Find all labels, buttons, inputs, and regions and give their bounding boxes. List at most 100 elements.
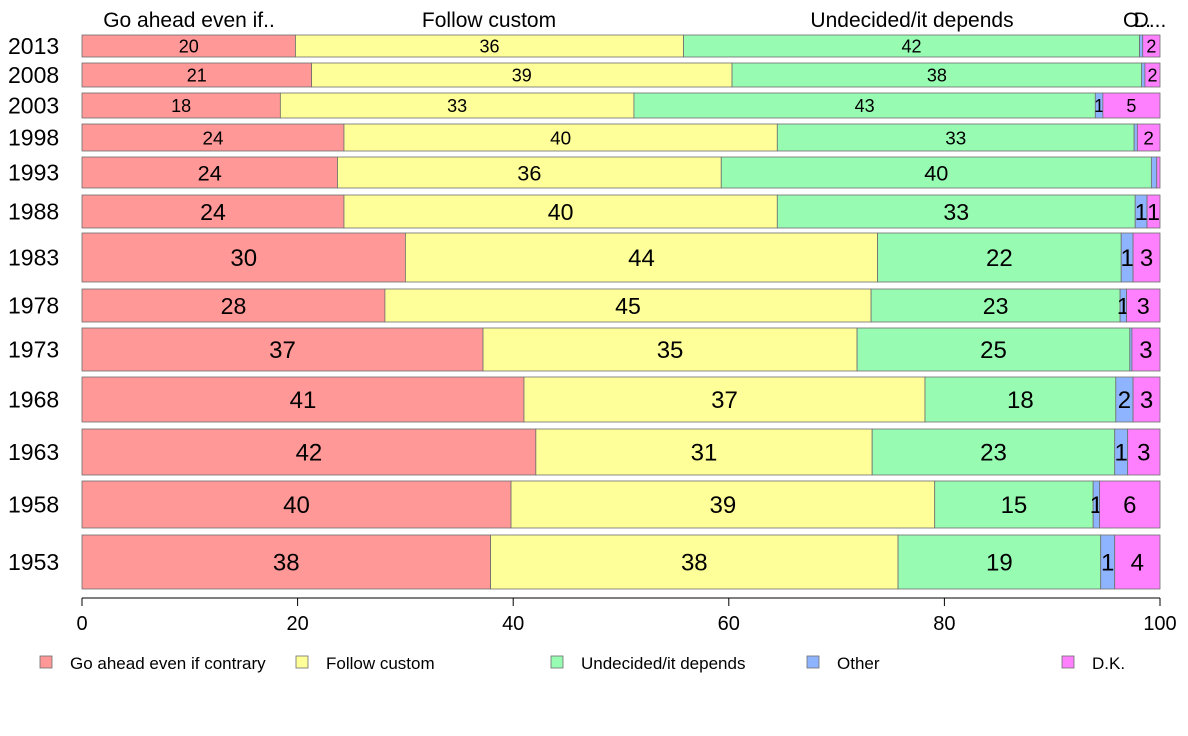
data-label: 19	[986, 550, 1013, 577]
data-label: 21	[187, 65, 207, 85]
category-label: 1963	[8, 439, 59, 465]
data-label: 1	[1115, 440, 1128, 467]
data-label: 23	[980, 440, 1007, 467]
legend-label: Go ahead even if contrary	[70, 654, 266, 673]
bar-segment-other	[1150, 156, 1158, 189]
bar-segment-go-ahead-even-if-contrary	[81, 232, 406, 283]
data-label: 2	[1143, 128, 1154, 149]
category-label: 1988	[8, 199, 59, 225]
data-label: 40	[548, 199, 574, 225]
bar-segment-undecided-it-depends	[877, 232, 1122, 283]
bar-segment-go-ahead-even-if-contrary	[81, 534, 491, 590]
data-label: 22	[986, 245, 1013, 272]
category-label: 1993	[8, 160, 59, 186]
data-label: 24	[200, 199, 226, 225]
data-label: 36	[517, 160, 541, 185]
bar-segment-follow-custom	[404, 232, 878, 283]
data-label: 4	[1131, 550, 1144, 577]
bar-segment-go-ahead-even-if-contrary	[81, 428, 537, 476]
data-label: 37	[711, 387, 738, 414]
legend-label: Follow custom	[326, 654, 435, 673]
category-label: 1973	[8, 337, 59, 363]
bar-segment-follow-custom	[279, 92, 635, 119]
bar-row-1983: 1983 30 44 22 1 3	[8, 232, 1161, 283]
data-label: 30	[230, 245, 257, 272]
data-label: 24	[202, 128, 223, 149]
legend-swatch	[550, 655, 564, 669]
bar-segment-follow-custom	[343, 123, 778, 152]
bar-segment-follow-custom	[535, 428, 873, 476]
bar-row-2003: 2003 18 33 43 1 5	[8, 92, 1161, 119]
top-column-labels: Go ahead even if.. Follow custom Undecided…	[103, 9, 1166, 32]
data-label: 3	[1139, 337, 1152, 364]
bar-segment-follow-custom	[482, 327, 858, 372]
data-label: 15	[1001, 492, 1028, 519]
bar-segment-undecided-it-depends	[633, 92, 1096, 119]
bar-segment-d-k-	[1132, 376, 1161, 423]
bar-segment-d-k-	[1099, 480, 1161, 529]
legend-label: D.K.	[1092, 654, 1125, 673]
bar-segment-undecided-it-depends	[731, 62, 1143, 88]
bar-row-1993: 1993 24 36 40	[8, 156, 1161, 189]
data-label: 31	[691, 440, 718, 467]
bar-segment-go-ahead-even-if-contrary	[81, 123, 345, 152]
data-label: 1	[1101, 550, 1114, 577]
bar-segment-undecided-it-depends	[897, 534, 1102, 590]
data-label: 24	[198, 160, 222, 185]
bar-segment-d-k-	[1131, 327, 1161, 372]
data-label: 38	[273, 550, 300, 577]
bar-segment-d-k-	[1127, 428, 1161, 476]
bar-segment-d-k-	[1156, 156, 1161, 189]
x-tick-label: 0	[76, 613, 87, 635]
bar-segment-undecided-it-depends	[856, 327, 1131, 372]
top-label-2: Undecided/it depends	[810, 9, 1013, 32]
bar-row-2008: 2008 21 39 38 2	[8, 62, 1161, 88]
data-label: 3	[1137, 440, 1150, 467]
top-label-1: Follow custom	[422, 9, 556, 32]
category-label: 1978	[8, 293, 59, 319]
category-label: 1968	[8, 387, 59, 413]
bar-segment-d-k-	[1126, 288, 1161, 323]
x-axis: 0 20 40 60 80 100	[76, 597, 1177, 635]
legend-swatch	[295, 655, 309, 669]
category-label: 2008	[8, 62, 59, 88]
x-tick-label: 100	[1143, 613, 1176, 635]
legend-swatch	[39, 655, 53, 669]
bar-segment-follow-custom	[343, 194, 778, 229]
bar-segment-d-k-	[1146, 194, 1161, 229]
category-label: 2003	[8, 93, 59, 119]
bar-segment-undecided-it-depends	[924, 376, 1117, 423]
data-label: 1	[1135, 199, 1148, 225]
bar-segment-d-k-	[1144, 62, 1161, 88]
data-label: 38	[927, 65, 947, 85]
category-label: 1958	[8, 492, 59, 518]
bar-segment-undecided-it-depends	[776, 123, 1135, 152]
bar-segment-go-ahead-even-if-contrary	[81, 92, 281, 119]
bar-segment-follow-custom	[523, 376, 926, 423]
legend-label: Other	[837, 654, 880, 673]
data-label: 1	[1094, 96, 1104, 116]
bar-segment-go-ahead-even-if-contrary	[81, 62, 313, 88]
bar-segment-follow-custom	[510, 480, 936, 529]
data-label: 23	[983, 293, 1009, 319]
data-label: 39	[710, 492, 737, 519]
data-label: 40	[283, 492, 310, 519]
bar-row-1963: 1963 42 31 23 1 3	[8, 428, 1161, 476]
data-label: 20	[179, 36, 199, 56]
data-label: 33	[447, 96, 467, 116]
bar-segment-go-ahead-even-if-contrary	[81, 327, 484, 372]
data-label: 3	[1140, 245, 1153, 272]
legend-label: Undecided/it depends	[581, 654, 745, 673]
data-label: 37	[269, 337, 296, 364]
data-label: 1	[1120, 245, 1133, 272]
bar-segment-d-k-	[1132, 232, 1161, 283]
data-label: 2	[1118, 387, 1131, 414]
data-label: 41	[290, 387, 317, 414]
data-label: 33	[945, 128, 966, 149]
legend-swatch	[806, 655, 820, 669]
bar-row-1998: 1998 24 40 33 2	[8, 123, 1161, 152]
data-label: 6	[1123, 492, 1136, 519]
data-label: 3	[1137, 293, 1150, 319]
bar-segment-d-k-	[1114, 534, 1161, 590]
